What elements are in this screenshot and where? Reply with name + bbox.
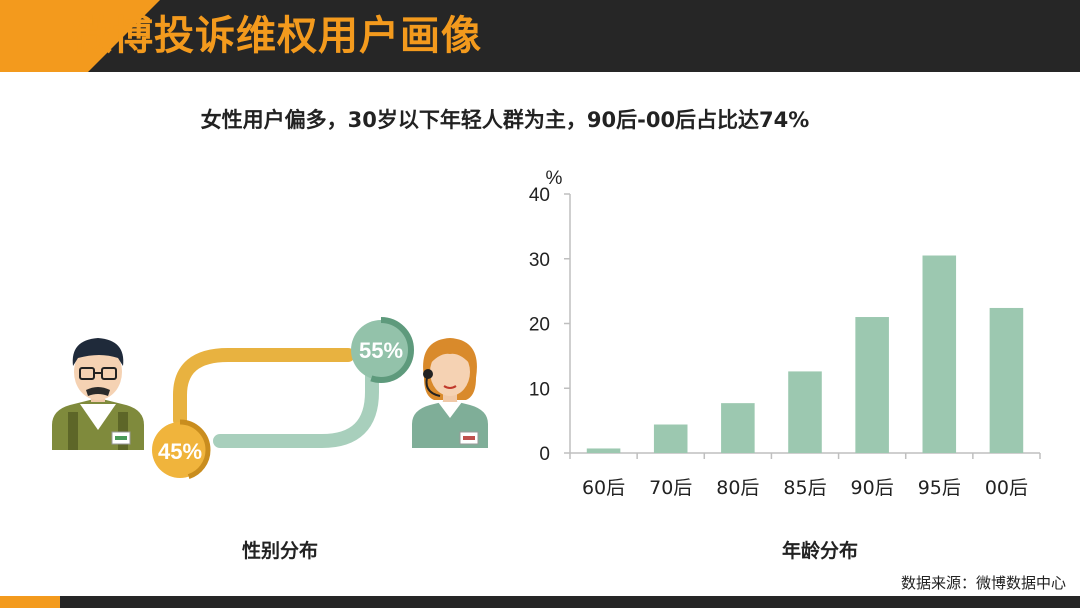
male-percent: 45% bbox=[158, 439, 202, 464]
bar-3 bbox=[788, 371, 822, 453]
age-chart-title: 年龄分布 bbox=[782, 540, 859, 562]
page-title: 微博投诉维权用户画像 bbox=[72, 13, 482, 59]
bar-0 bbox=[586, 448, 621, 453]
y-tick-label: 10 bbox=[529, 379, 550, 400]
y-unit-label: % bbox=[546, 168, 563, 189]
female-connector bbox=[213, 369, 379, 448]
x-tick-label: 70后 bbox=[649, 477, 692, 499]
female-badge bbox=[351, 320, 411, 380]
data-source: 数据来源：微博数据中心 bbox=[900, 574, 1066, 592]
bar-2 bbox=[721, 403, 755, 453]
subtitle: 女性用户偏多，30岁以下年轻人群为主，90后-00后占比达74% bbox=[200, 108, 810, 132]
header-bar: 微博投诉维权用户画像 bbox=[0, 0, 1080, 72]
x-tick-label: 95后 bbox=[918, 477, 961, 499]
y-tick-label: 40 bbox=[529, 185, 550, 206]
male-connector bbox=[173, 348, 355, 427]
gender-label: 性别分布 bbox=[242, 540, 319, 562]
male-badge bbox=[152, 422, 208, 478]
female-percent: 55% bbox=[359, 338, 403, 363]
female-avatar-icon bbox=[412, 338, 488, 448]
bar-4 bbox=[855, 317, 889, 453]
x-tick-label: 80后 bbox=[716, 477, 759, 499]
x-tick-label: 00后 bbox=[985, 477, 1028, 499]
x-tick-label: 60后 bbox=[582, 477, 625, 499]
male-avatar-icon bbox=[52, 338, 144, 450]
y-tick-label: 20 bbox=[529, 315, 550, 336]
bar-6 bbox=[989, 307, 1024, 453]
footer-bar bbox=[0, 596, 1080, 608]
footer-accent bbox=[0, 596, 60, 608]
y-tick-label: 0 bbox=[539, 444, 550, 465]
bar-1 bbox=[653, 424, 688, 453]
x-tick-label: 85后 bbox=[783, 477, 826, 499]
x-tick-label: 90后 bbox=[851, 477, 894, 499]
y-tick-label: 30 bbox=[529, 250, 550, 271]
bar-5 bbox=[922, 255, 957, 453]
